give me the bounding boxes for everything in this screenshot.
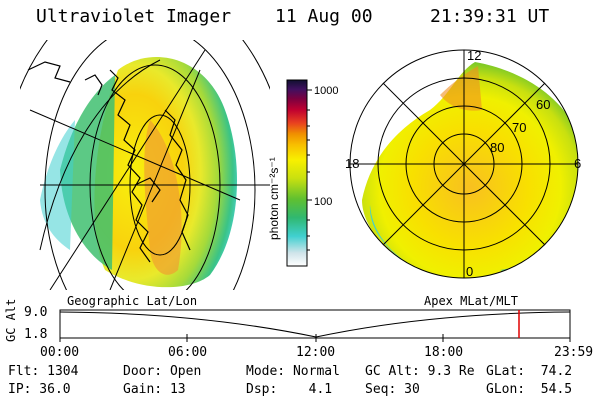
status-gain: Gain: 13 bbox=[123, 382, 186, 397]
altitude-ylabel: GC Alt bbox=[4, 298, 18, 342]
status-dsp: Dsp: 4.1 bbox=[246, 382, 333, 397]
altitude-ytick-top: 9.0 bbox=[24, 305, 48, 320]
colorbar-tick-1000: 1000 bbox=[314, 85, 338, 97]
observation-date: 11 Aug 00 bbox=[275, 6, 373, 27]
status-gc-alt: GC Alt: 9.3 Re bbox=[365, 364, 475, 379]
status-seq: Seq: 30 bbox=[365, 382, 420, 397]
status-glon: GLon: 54.5 bbox=[486, 382, 573, 397]
status-flt: Flt: 1304 bbox=[8, 364, 79, 379]
status-door: Door: Open bbox=[123, 364, 202, 379]
altitude-xtick-0600: 06:00 bbox=[168, 345, 208, 360]
colorbar: 1000 100 photon cm⁻²s⁻¹ bbox=[267, 79, 338, 267]
status-ip: IP: 36.0 bbox=[8, 382, 71, 397]
geo-panel-label: Geographic Lat/Lon bbox=[67, 294, 198, 308]
polar-panel-label: Apex MLat/MLT bbox=[424, 294, 518, 308]
status-mode: Mode: Normal bbox=[246, 364, 340, 379]
polar-image: 12 18 6 0 60 70 80 bbox=[345, 48, 581, 279]
geographic-image bbox=[20, 40, 270, 290]
mlat-label-70: 70 bbox=[512, 120, 526, 135]
altitude-xtick-0000: 00:00 bbox=[40, 345, 80, 360]
observation-time: 21:39:31 UT bbox=[430, 6, 550, 27]
altitude-ytick-bottom: 1.8 bbox=[24, 327, 48, 342]
altitude-plot bbox=[59, 309, 571, 342]
mlt-label-0: 0 bbox=[466, 264, 473, 279]
mlt-label-18: 18 bbox=[345, 156, 359, 171]
status-glat: GLat: 74.2 bbox=[486, 364, 573, 379]
mlt-label-12: 12 bbox=[467, 48, 481, 63]
altitude-xtick-1800: 18:00 bbox=[424, 345, 464, 360]
colorbar-unit-label: photon cm⁻²s⁻¹ bbox=[267, 157, 281, 240]
instrument-title: Ultraviolet Imager bbox=[36, 6, 232, 27]
colorbar-tick-100: 100 bbox=[314, 196, 332, 208]
mlt-label-6: 6 bbox=[574, 156, 581, 171]
mlat-label-60: 60 bbox=[536, 97, 550, 112]
altitude-xtick-1200: 12:00 bbox=[296, 345, 336, 360]
mlat-label-80: 80 bbox=[490, 140, 504, 155]
altitude-xtick-2359: 23:59 bbox=[554, 345, 594, 360]
